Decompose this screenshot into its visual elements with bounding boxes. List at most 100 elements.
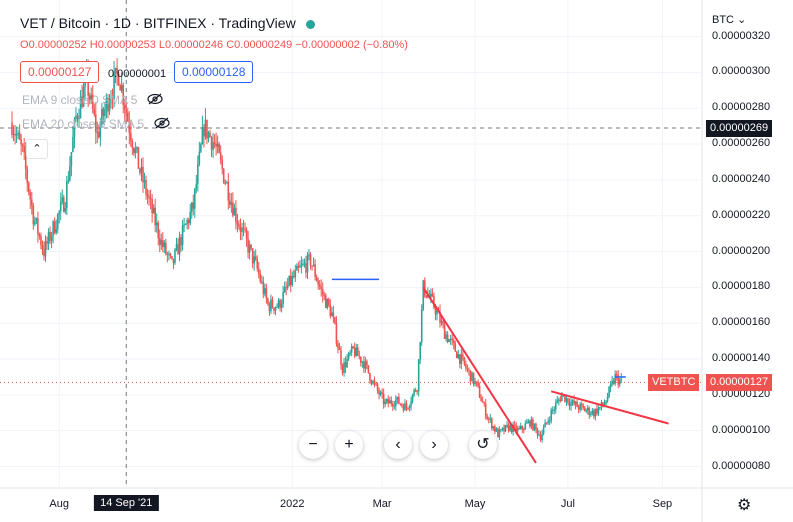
candle-body [483,402,485,404]
candle-body [300,264,303,267]
candle-body [317,280,319,285]
candle-body [497,428,499,438]
candle-body [303,263,306,265]
candle-body [590,414,592,416]
candle-body [259,273,262,282]
candle-body [462,354,464,358]
zoom-in-button[interactable]: + [335,431,363,459]
price-tick-label: 0.00000140 [712,352,771,365]
candle-body [326,299,329,308]
candle-body [611,380,613,385]
close-value: 0.00000249 [234,39,293,51]
candle-body [282,292,284,304]
candle-body [197,164,199,184]
candle-body [288,275,291,286]
chart-title[interactable]: VET / Bitcoin · 1D · BITFINEX · TradingV… [20,15,315,31]
candle-body [618,379,621,385]
currency-selector[interactable]: BTC ⌄ [712,14,747,26]
candle-body [308,254,310,256]
candle-body [247,238,249,253]
candle-body [72,137,74,153]
candle-body [382,393,385,404]
candle-body [591,410,594,415]
sell-price-button[interactable]: 0.00000127 [20,61,100,83]
candle-body [550,410,553,421]
candle-body [408,406,411,409]
candle-body [213,142,216,144]
candle-body [122,85,124,105]
eye-off-icon[interactable] [147,93,163,108]
candle-body [17,132,19,135]
reset-chart-button[interactable]: ↺ [469,431,497,459]
indicator-ema20[interactable]: EMA 20 close 0 SMA 5 [22,117,170,132]
candle-body [541,433,543,441]
candle-body [186,219,188,225]
candle-body [291,276,294,285]
candle-body [216,143,219,147]
candle-body [239,226,242,232]
candle-body [612,380,615,384]
indicator-ema9[interactable]: EMA 9 close 0 SMA 5 [22,93,163,108]
candle-body [221,159,223,169]
ohlc-readout: O0.00000252 H0.00000253 L0.00000246 C0.0… [20,39,408,51]
zoom-out-button[interactable]: − [299,431,327,459]
eye-off-icon[interactable] [154,117,170,132]
candle-body [23,146,25,153]
candle-body [507,424,510,431]
scroll-left-button[interactable]: ‹ [384,431,412,459]
candle-body [270,299,272,312]
candle-body [193,188,196,209]
candle-body [155,222,158,226]
candle-body [593,410,595,417]
candle-body [183,224,185,226]
candle-body [585,410,588,412]
gear-icon[interactable]: ⚙ [737,497,752,514]
candle-body [378,390,380,395]
candle-body [417,359,420,392]
candle-body [434,307,437,315]
candle-body [238,224,240,227]
candle-body [609,384,612,388]
high-value: 0.00000253 [97,39,156,51]
collapse-legend-button[interactable]: ⌃ [26,139,48,159]
candle-body [98,132,100,138]
scroll-right-button[interactable]: › [420,431,448,459]
candle-body [136,147,138,149]
candle-body [145,179,147,195]
candle-body [267,298,269,305]
candle-body [376,384,379,391]
candle-body [411,394,414,402]
candle-body [207,132,210,139]
candle-body [289,275,292,285]
candle-body [31,199,33,206]
candle-body [358,355,361,357]
candle-body [161,240,164,247]
time-tick-label: 2022 [280,498,305,510]
candle-body [404,403,406,411]
candle-body [495,428,498,432]
candle-body [410,401,412,407]
candle-body [21,144,24,147]
candle-body [367,365,370,374]
candle-body [391,403,394,407]
candle-body [32,205,35,225]
candle-body [79,96,82,119]
candle-body [219,152,222,160]
candle-body [44,241,47,257]
candle-body [452,340,455,344]
candle-body [419,342,422,360]
candle-body [487,418,490,420]
candle-body [402,405,405,411]
high-label: H [89,39,98,51]
candle-body [597,407,600,414]
candle-body [509,425,511,431]
candle-body [126,112,129,122]
candle-body [570,402,572,406]
time-tick-label: Sep [652,498,673,510]
buy-price-button[interactable]: 0.00000128 [174,61,254,83]
candle-body [364,361,367,369]
candle-body [166,253,169,255]
candle-body [133,147,135,154]
